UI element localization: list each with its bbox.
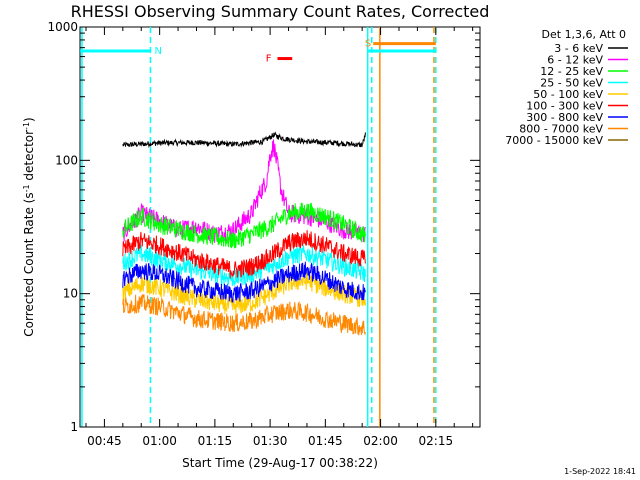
y-axis-label: Corrected Count Rate (s-1 detector-1) [22, 117, 37, 336]
series-line-0 [122, 131, 366, 149]
series-line-5 [122, 230, 366, 279]
series-group [122, 131, 366, 336]
footer-timestamp: 1-Sep-2022 18:41 [564, 467, 636, 476]
series-line-7 [122, 294, 366, 336]
x-tick-label-0: 00:45 [87, 434, 122, 448]
y-axis-label-sup1: -1 [22, 184, 31, 192]
y-axis-label-part3: ) [22, 117, 36, 122]
legend-label-3: 25 - 50 keV [540, 77, 603, 90]
legend-label-1: 6 - 12 keV [547, 54, 603, 67]
y-tick-label-1: 10 [63, 287, 78, 301]
x-tick-label-6: 02:15 [419, 434, 454, 448]
series-line-2 [122, 202, 366, 249]
legend-label-7: 800 - 7000 keV [519, 123, 603, 136]
legend-label-2: 12 - 25 keV [540, 65, 603, 78]
y-axis-label-sup2: -1 [22, 122, 31, 130]
y-tick-label-3: 1000 [47, 20, 78, 34]
y-axis-ticks: 1 10 100 1000 [47, 20, 480, 434]
state-bar-label-0: N [154, 46, 161, 57]
plot-frame [79, 26, 481, 428]
y-tick-label-2: 100 [55, 153, 78, 167]
plot-area: N F S [79, 26, 481, 428]
legend-label-6: 300 - 800 keV [526, 111, 603, 124]
x-tick-label-2: 01:15 [198, 434, 233, 448]
legend-label-4: 50 - 100 keV [533, 88, 603, 101]
x-tick-label-1: 01:00 [142, 434, 177, 448]
series-line-6 [122, 261, 366, 303]
x-axis-label: Start Time (29-Aug-17 00:38:22) [182, 456, 378, 470]
x-tick-label-4: 01:45 [308, 434, 343, 448]
legend-label-0: 3 - 6 keV [554, 42, 603, 55]
chart-title: RHESSI Observing Summary Count Rates, Co… [71, 2, 490, 21]
y-axis-label-part2: detector [22, 130, 36, 185]
x-tick-label-3: 01:30 [253, 434, 288, 448]
x-axis-ticks: 00:45 01:00 01:15 01:30 01:45 02:00 02:15 [85, 27, 474, 448]
y-axis-label-part1: Corrected Count Rate (s [22, 192, 36, 336]
legend-header: Det 1,3,6, Att 0 [542, 28, 626, 41]
series-line-4 [122, 271, 366, 315]
state-bar-label-2: S [365, 39, 371, 50]
legend-label-8: 7000 - 15000 keV [505, 134, 603, 147]
legend-label-5: 100 - 300 keV [526, 100, 603, 113]
x-tick-label-5: 02:00 [363, 434, 398, 448]
state-bars: N F S [80, 39, 436, 65]
state-bar-label-1: F [266, 54, 272, 65]
y-tick-label-0: 1 [70, 420, 78, 434]
